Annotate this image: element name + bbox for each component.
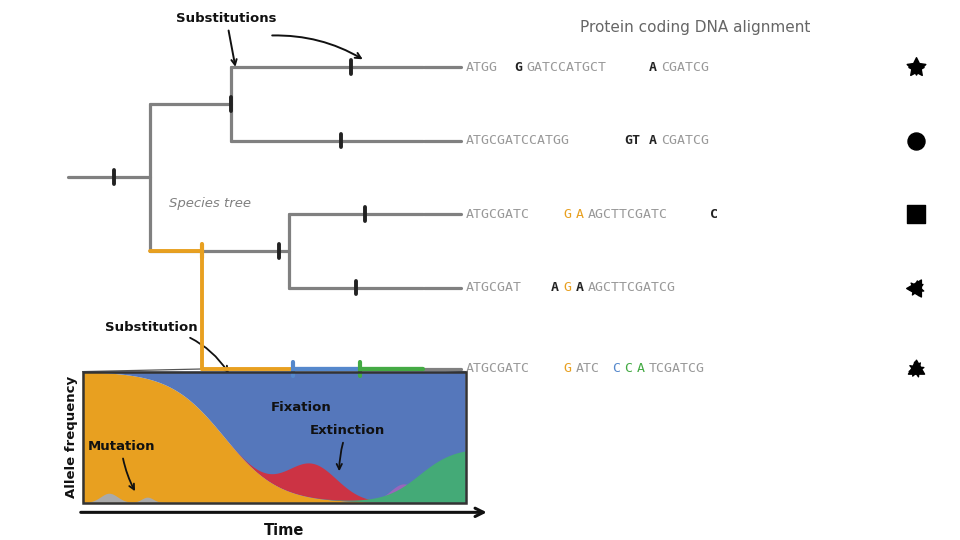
Point (908, 284, 924, 292)
Point (908, 284, 924, 292)
Text: GATCCATGCT: GATCCATGCT (527, 60, 607, 73)
Text: TCGATCG: TCGATCG (649, 362, 705, 375)
Text: ATGCGATCCATGG: ATGCGATCCATGG (466, 134, 569, 147)
Text: Species tree: Species tree (169, 197, 251, 210)
Text: Protein coding DNA alignment: Protein coding DNA alignment (580, 20, 810, 35)
Text: A: A (575, 207, 584, 220)
Text: G: G (515, 60, 522, 73)
Polygon shape (83, 373, 466, 503)
Text: Substitutions: Substitutions (176, 12, 276, 65)
Polygon shape (83, 373, 466, 503)
Text: CGATCG: CGATCG (660, 134, 708, 147)
Text: A: A (575, 281, 584, 294)
Point (908, 210, 924, 218)
Text: AGCTTCGATC: AGCTTCGATC (588, 207, 668, 220)
Text: Allele frequency: Allele frequency (64, 376, 78, 498)
Text: GT: GT (624, 134, 640, 147)
Point (908, 63, 924, 71)
Text: A: A (649, 60, 657, 73)
Text: A: A (636, 362, 644, 375)
Text: ATC: ATC (575, 362, 599, 375)
Text: A: A (551, 281, 559, 294)
Polygon shape (83, 372, 466, 503)
Text: ATGCGATC: ATGCGATC (466, 207, 530, 220)
Text: G: G (564, 207, 571, 220)
Polygon shape (83, 494, 466, 503)
Bar (83, 372, 466, 503)
Text: Extinction: Extinction (309, 424, 385, 469)
Text: C: C (709, 207, 718, 220)
Point (908, 63, 924, 71)
Text: G: G (564, 281, 571, 294)
Text: Fixation: Fixation (271, 401, 331, 414)
Text: CGATCG: CGATCG (660, 60, 708, 73)
Text: ATGCGAT: ATGCGAT (466, 281, 521, 294)
Text: G: G (564, 362, 571, 375)
Text: Time: Time (264, 523, 304, 538)
Point (908, 136, 924, 145)
Text: Substitution: Substitution (106, 321, 228, 372)
Text: AGCTTCGATCG: AGCTTCGATCG (588, 281, 676, 294)
Text: ATGG: ATGG (466, 60, 497, 73)
Polygon shape (83, 373, 466, 503)
Text: ATGCGATC: ATGCGATC (466, 362, 530, 375)
Point (908, 364, 924, 373)
Text: Mutation: Mutation (87, 440, 155, 489)
Text: C: C (612, 362, 620, 375)
Text: A: A (649, 134, 657, 147)
Text: C: C (624, 362, 633, 375)
Polygon shape (83, 373, 466, 503)
Point (908, 136, 924, 145)
Point (908, 210, 924, 218)
Point (908, 364, 924, 373)
